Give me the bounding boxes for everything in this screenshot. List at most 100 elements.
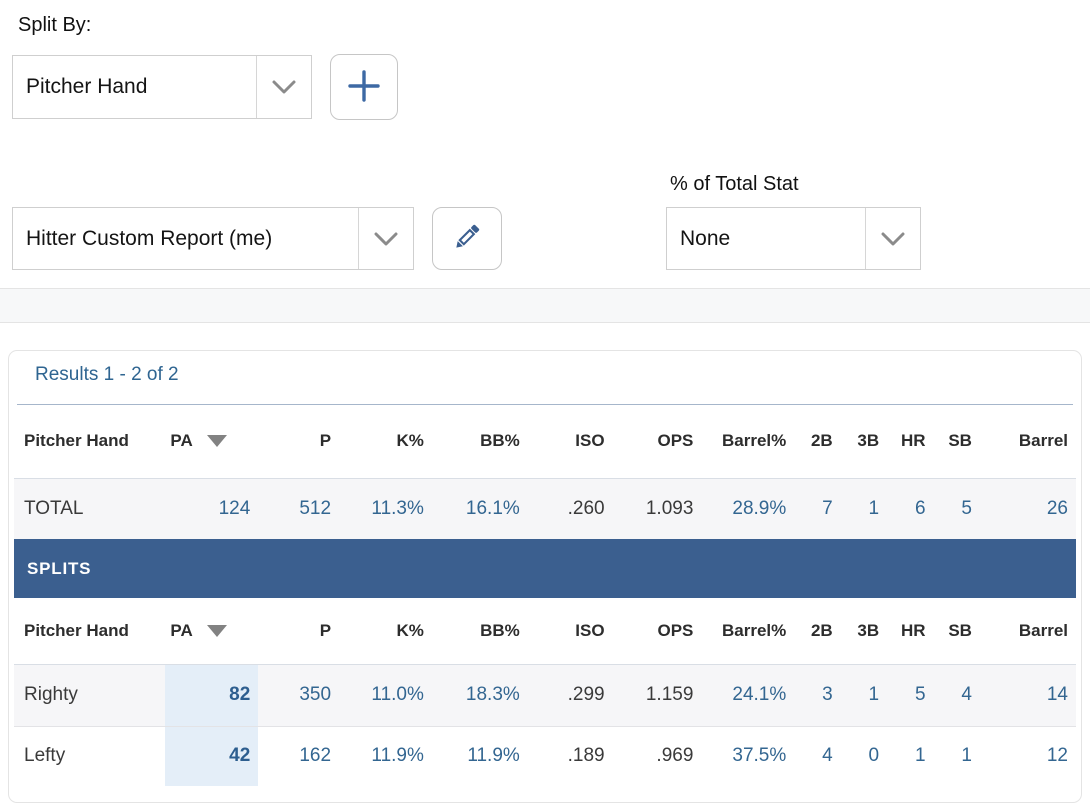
column-header-sb[interactable]: SB	[933, 598, 980, 665]
column-header-2b[interactable]: 2B	[794, 598, 841, 665]
column-header-pitcher-hand[interactable]: Pitcher Hand	[24, 431, 129, 451]
column-header-2b[interactable]: 2B	[810, 431, 833, 451]
cell-sb: 4	[933, 664, 980, 727]
cell-2b: 7	[794, 477, 841, 539]
results-card: Results 1 - 2 of 2 Pitcher Hand PA P K% …	[8, 350, 1082, 803]
chevron-down-icon	[256, 56, 311, 118]
column-header-sb[interactable]: SB	[948, 431, 972, 451]
split-by-row: Pitcher Hand	[12, 54, 1090, 120]
pct-of-total-label: % of Total Stat	[670, 173, 799, 195]
cell-pa: 82	[165, 664, 259, 727]
column-header-kpct[interactable]: K%	[396, 431, 424, 451]
cell-barrelpct: 24.1%	[701, 664, 795, 727]
splits-table: Pitcher Hand PA P K% BB% ISO OPS Barrel%…	[14, 405, 1076, 786]
column-header-3b[interactable]: 3B	[840, 598, 888, 665]
column-header-bbpct[interactable]: BB%	[480, 431, 520, 451]
column-header-hr[interactable]: HR	[900, 431, 926, 451]
cell-hr: 6	[887, 477, 934, 539]
column-header-barrelpct[interactable]: Barrel%	[701, 598, 795, 665]
results-divider	[17, 404, 1073, 405]
cell-kpct: 11.9%	[339, 726, 432, 786]
column-header-ops[interactable]: OPS	[657, 431, 694, 451]
column-header-pa-label: PA	[170, 620, 193, 640]
cell-iso: .189	[527, 726, 613, 786]
cell-barrelpct: 28.9%	[701, 477, 795, 539]
cell-p: 512	[258, 477, 340, 539]
split-row-label: Lefty	[14, 726, 166, 786]
split-row-lefty: Lefty 42 162 11.9% 11.9% .189 .969 37.5%…	[14, 726, 1076, 786]
cell-barrelpct: 37.5%	[701, 726, 795, 786]
column-header-pa-label: PA	[170, 431, 193, 451]
cell-2b: 3	[794, 664, 841, 727]
plus-icon	[347, 69, 381, 106]
column-header-pitcher-hand[interactable]: Pitcher Hand	[14, 598, 166, 665]
column-header-pa[interactable]: PA	[165, 405, 258, 478]
section-divider-band	[0, 288, 1090, 323]
column-header-hr[interactable]: HR	[887, 598, 934, 665]
cell-barrel: 14	[979, 664, 1076, 727]
column-header-p[interactable]: P	[319, 431, 332, 451]
column-header-barrelpct[interactable]: Barrel%	[722, 431, 787, 451]
report-value: Hitter Custom Report (me)	[26, 226, 273, 250]
cell-ops: 1.159	[612, 664, 702, 727]
sort-desc-icon	[206, 435, 227, 448]
column-header-kpct[interactable]: K%	[339, 598, 432, 665]
splits-section-header: SPLITS	[14, 539, 1076, 598]
cell-barrel: 26	[979, 477, 1076, 539]
split-by-dropdown[interactable]: Pitcher Hand	[12, 55, 312, 119]
cell-2b: 4	[794, 726, 841, 786]
splits-header-row: Pitcher Hand PA P K% BB% ISO OPS Barrel%…	[14, 598, 1076, 665]
column-header-bbpct[interactable]: BB%	[431, 598, 528, 665]
cell-hr: 5	[887, 664, 934, 727]
table-header-row: Pitcher Hand PA P K% BB% ISO OPS Barrel%…	[14, 405, 1076, 478]
chevron-down-icon	[865, 208, 920, 269]
cell-barrel: 12	[979, 726, 1076, 786]
add-split-button[interactable]	[330, 54, 398, 120]
cell-3b: 1	[840, 664, 888, 727]
total-row-label: TOTAL	[14, 477, 166, 539]
column-header-barrel[interactable]: Barrel	[1018, 431, 1068, 451]
cell-ops: .969	[612, 726, 702, 786]
split-by-value: Pitcher Hand	[26, 75, 148, 98]
split-row-righty: Righty 82 350 11.0% 18.3% .299 1.159 24.…	[14, 664, 1076, 727]
cell-p: 350	[258, 664, 340, 727]
cell-ops: 1.093	[612, 477, 702, 539]
cell-pa: 42	[165, 726, 259, 786]
cell-3b: 1	[840, 477, 888, 539]
filter-controls: Split By: Pitcher Hand Hitter Custom Rep…	[0, 0, 1090, 270]
cell-iso: .260	[527, 477, 613, 539]
pct-of-total-value: None	[680, 226, 731, 250]
report-row: Hitter Custom Report (me) % of Total Sta…	[12, 173, 1090, 270]
column-header-p[interactable]: P	[258, 598, 340, 665]
column-header-pa[interactable]: PA	[165, 598, 259, 665]
cell-hr: 1	[887, 726, 934, 786]
split-row-label: Righty	[14, 664, 166, 727]
cell-iso: .299	[527, 664, 613, 727]
cell-sb: 1	[933, 726, 980, 786]
column-header-iso[interactable]: ISO	[575, 431, 605, 451]
edit-report-button[interactable]	[432, 207, 502, 270]
column-header-3b[interactable]: 3B	[857, 431, 880, 451]
cell-kpct: 11.0%	[339, 664, 432, 727]
chevron-down-icon	[358, 208, 413, 269]
cell-pa: 124	[165, 477, 259, 539]
cell-bbpct: 11.9%	[431, 726, 528, 786]
cell-3b: 0	[840, 726, 888, 786]
pct-of-total-dropdown[interactable]: None	[666, 207, 921, 270]
cell-bbpct: 16.1%	[431, 477, 528, 539]
results-count: Results 1 - 2 of 2	[35, 364, 179, 385]
sort-desc-icon	[206, 624, 227, 637]
splits-section-label: SPLITS	[14, 539, 1076, 598]
cell-sb: 5	[933, 477, 980, 539]
report-dropdown[interactable]: Hitter Custom Report (me)	[12, 207, 414, 270]
column-header-ops[interactable]: OPS	[612, 598, 702, 665]
column-header-barrel[interactable]: Barrel	[979, 598, 1076, 665]
split-by-label: Split By:	[18, 14, 92, 36]
pct-of-total-group: % of Total Stat None	[666, 173, 921, 270]
cell-bbpct: 18.3%	[431, 664, 528, 727]
cell-p: 162	[258, 726, 340, 786]
cell-kpct: 11.3%	[339, 477, 432, 539]
total-row: TOTAL 124 512 11.3% 16.1% .260 1.093 28.…	[14, 477, 1076, 539]
column-header-iso[interactable]: ISO	[527, 598, 613, 665]
pencil-icon	[451, 221, 483, 256]
